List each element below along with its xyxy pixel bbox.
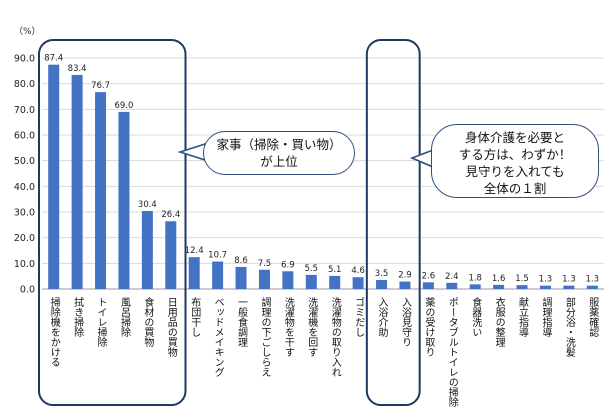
data-label: 1.3 — [586, 275, 600, 285]
bars — [48, 64, 598, 290]
callout-body-care: 身体介護を必要と する方は、わずか！ 見守りを入れても 全体の１割 — [431, 124, 599, 198]
bar — [516, 285, 528, 289]
data-label: 3.5 — [375, 269, 389, 279]
x-tick-label: 衣服の整理 — [493, 296, 505, 347]
x-tick-label: トイレ掃除 — [95, 297, 107, 347]
x-tick-label: 拭き掃除 — [72, 296, 84, 337]
x-tick-label: 調理の下ごしらえ — [259, 296, 271, 377]
x-tick-label: 薬の受け取り — [423, 297, 435, 357]
highlight-boxes — [38, 39, 421, 406]
y-tick-label: 0.0 — [20, 285, 35, 296]
data-label: 2.6 — [422, 271, 436, 281]
x-tick-label: ゴミだし — [353, 296, 365, 337]
x-tick-label: 入浴見守り — [399, 297, 411, 347]
y-tick-label: 50.0 — [14, 156, 35, 167]
bar — [352, 277, 364, 289]
x-tick-label: 日用品の買物 — [165, 297, 177, 358]
callout-housework: 家事（掃除・買い物） が上位 — [203, 131, 355, 175]
bar — [118, 111, 130, 290]
x-tick-label: 食材の買物 — [142, 296, 154, 348]
data-label: 1.3 — [539, 275, 553, 285]
x-tick-label: 献立指導 — [517, 296, 529, 337]
bar — [493, 284, 505, 289]
callout-pointer-left — [177, 142, 206, 162]
data-label: 30.4 — [138, 200, 157, 210]
data-label: 76.7 — [91, 81, 110, 91]
y-tick-label: 80.0 — [14, 79, 35, 90]
bar — [563, 285, 575, 289]
x-tick-label: 掃除機をかける — [48, 296, 60, 367]
data-label: 2.9 — [398, 271, 412, 281]
bar — [212, 261, 224, 289]
data-label: 5.1 — [328, 265, 342, 275]
data-label: 26.4 — [161, 210, 180, 220]
callout-pointers — [177, 142, 434, 169]
bar — [329, 275, 341, 289]
data-label: 1.8 — [468, 273, 482, 283]
x-tick-label: 調理指導 — [540, 296, 552, 337]
data-label: 10.7 — [208, 251, 227, 261]
y-tick-label: 40.0 — [14, 182, 35, 193]
bar — [141, 210, 153, 289]
bar — [71, 74, 83, 289]
data-label: 5.5 — [305, 264, 319, 274]
y-tick-label: 10.0 — [14, 259, 35, 270]
x-tick-label: ポータブルトイレの掃除 — [446, 297, 458, 407]
bar — [235, 266, 247, 289]
x-axis-labels: 掃除機をかける 拭き掃除 トイレ掃除 風呂掃除 食材の買物 日用品の買物 布団干し ベッドメイ… — [48, 296, 599, 407]
x-tick-label: 洗濯物を干す — [282, 297, 294, 357]
x-tick-label: 風呂掃除 — [118, 297, 130, 337]
data-label: 6.9 — [281, 260, 295, 270]
y-tick-label: 70.0 — [14, 105, 35, 116]
bar — [586, 285, 598, 289]
y-tick-label: 30.0 — [14, 208, 35, 219]
highlight-box — [38, 39, 187, 406]
bar — [422, 282, 434, 289]
data-label: 8.6 — [234, 256, 248, 266]
y-tick-label: 60.0 — [14, 131, 35, 142]
y-tick-label: 90.0 — [14, 54, 35, 65]
bar — [282, 271, 294, 289]
data-label: 7.5 — [258, 259, 272, 269]
bar — [399, 281, 411, 289]
highlight-box — [365, 39, 421, 406]
data-label: 83.4 — [68, 64, 87, 74]
y-axis-unit: （%） — [14, 27, 41, 37]
data-label: 4.6 — [351, 266, 365, 276]
data-label: 12.4 — [185, 246, 204, 256]
bar — [469, 284, 481, 289]
x-tick-label: 洗濯物の取り入れ — [329, 297, 341, 377]
x-tick-label: 布団干し — [189, 297, 201, 337]
data-label: 1.6 — [492, 274, 506, 284]
x-tick-label: 服薬確認 — [587, 297, 599, 338]
bar — [165, 221, 177, 289]
bar — [95, 92, 107, 290]
bar — [188, 257, 200, 289]
y-axis-ticks: 0.0 10.0 20.0 30.0 40.0 50.0 60.0 70.0 80.0 90.0 — [14, 54, 35, 296]
value-labels: 87.4 83.4 76.7 69.0 30.4 26.4 12.4 10.7 8.6 7.5 6.… — [44, 54, 599, 285]
x-tick-label: 部分浴・洗髪 — [563, 296, 575, 358]
data-label: 1.5 — [515, 274, 529, 284]
bar — [258, 269, 270, 289]
x-tick-label: 食器洗い — [470, 296, 482, 337]
x-tick-label: 一般食調理 — [236, 297, 248, 347]
bar — [376, 280, 388, 289]
y-tick-label: 20.0 — [14, 233, 35, 244]
bar — [539, 285, 551, 289]
callout-pointer-right — [409, 148, 434, 169]
bar — [48, 64, 60, 289]
data-label: 1.3 — [562, 275, 576, 285]
bar — [446, 282, 458, 289]
x-tick-label: ベッドメイキング — [212, 297, 224, 377]
bar — [305, 274, 317, 289]
x-tick-label: 洗濯機を回す — [306, 297, 318, 357]
x-tick-label: 入浴介助 — [376, 297, 388, 338]
data-label: 69.0 — [114, 101, 133, 111]
data-label: 2.4 — [445, 272, 459, 282]
data-label: 87.4 — [44, 54, 63, 64]
